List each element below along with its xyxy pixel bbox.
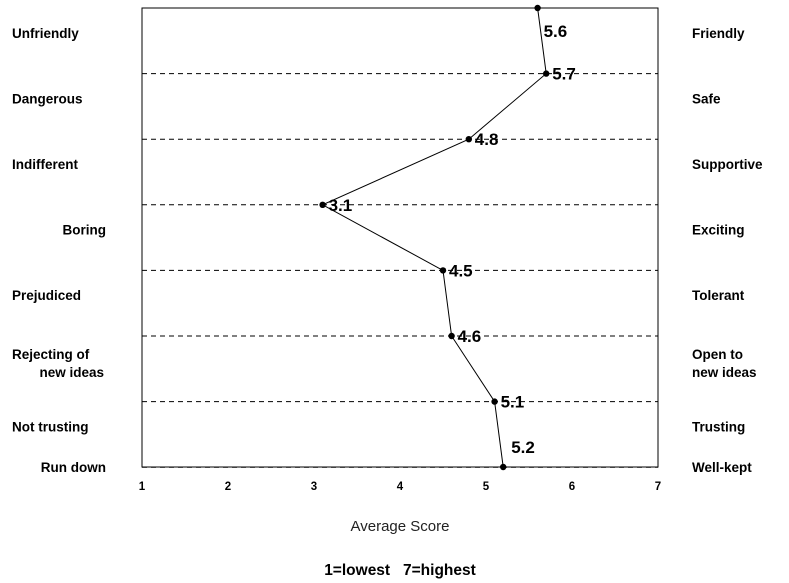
right-label: Safe <box>692 91 721 106</box>
value-label: 4.6 <box>458 327 482 346</box>
right-label: Friendly <box>692 26 745 41</box>
value-label: 5.6 <box>544 22 568 41</box>
left-label: Unfriendly <box>12 26 79 41</box>
data-point <box>543 70 550 77</box>
data-point <box>319 201 326 208</box>
data-point <box>465 136 472 143</box>
right-labels: Friendly Safe Supportive Exciting Tolerant Op… <box>692 26 763 475</box>
left-label: Run down <box>41 460 106 475</box>
x-tick-label: 5 <box>483 481 490 493</box>
left-label: Indifferent <box>12 157 79 172</box>
x-tick-label: 7 <box>655 481 661 493</box>
series-line <box>321 7 547 468</box>
x-tick-label: 6 <box>569 481 575 493</box>
left-label-line2: new ideas <box>39 365 104 380</box>
data-point <box>448 332 455 340</box>
value-label: 5.2 <box>511 438 535 457</box>
value-label: 4.5 <box>449 261 473 280</box>
left-label: Rejecting of <box>12 347 90 362</box>
grid-lines <box>142 73 658 468</box>
data-point <box>491 398 498 405</box>
right-label: Trusting <box>692 419 745 434</box>
right-label: Open to <box>692 347 743 362</box>
left-label: Not trusting <box>12 419 89 434</box>
right-label-line2: new ideas <box>692 365 757 380</box>
left-label: Dangerous <box>12 91 83 106</box>
data-point <box>534 4 541 12</box>
value-labels: 5.6 5.7 4.8 3.1 4.5 4.6 5.1 5.2 <box>329 22 576 457</box>
left-label: Boring <box>63 223 107 238</box>
right-label: Tolerant <box>692 288 745 303</box>
data-point <box>500 463 507 471</box>
left-labels: Unfriendly Dangerous Indifferent Boring Prej… <box>12 26 106 475</box>
right-label: Exciting <box>692 223 745 238</box>
x-tick-label: 1 <box>139 481 146 493</box>
value-label: 4.8 <box>475 130 499 149</box>
x-axis-label: Average Score <box>351 518 450 535</box>
data-points <box>319 4 550 471</box>
x-tick-label: 4 <box>397 481 404 493</box>
x-tick-label: 3 <box>311 481 317 493</box>
scale-note: 1=lowest 7=highest <box>324 562 476 579</box>
right-label: Supportive <box>692 157 763 172</box>
right-label: Well-kept <box>692 460 752 475</box>
plot-frame <box>141 7 659 468</box>
x-tick-label: 2 <box>225 481 231 493</box>
value-label: 5.1 <box>501 393 525 412</box>
left-label: Prejudiced <box>12 288 81 303</box>
data-point <box>439 267 447 274</box>
x-ticks: 1 2 3 4 5 6 7 <box>139 481 661 493</box>
value-label: 3.1 <box>329 196 353 215</box>
value-label: 5.7 <box>552 65 576 84</box>
